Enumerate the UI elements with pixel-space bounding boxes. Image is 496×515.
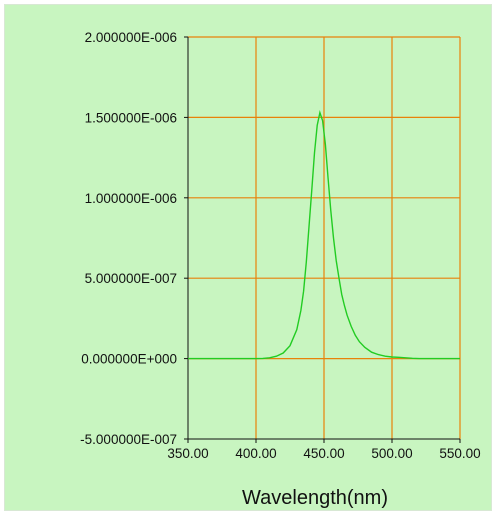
y-tick-label: 2.000000E-006	[85, 30, 177, 45]
y-tick-label: 1.500000E-006	[85, 110, 177, 125]
x-tick-label: 500.00	[371, 446, 412, 461]
y-tick-label: 0.000000E+000	[81, 352, 177, 367]
series-layer	[188, 109, 460, 360]
x-tick-label: 450.00	[303, 446, 344, 461]
x-tick-label: 350.00	[167, 446, 208, 461]
axis-layer	[184, 36, 461, 443]
grid-layer	[188, 36, 461, 439]
y-tick-label: -5.000000E-007	[80, 432, 177, 447]
label-layer: -5.000000E-007 0.000000E+000 5.000000E-007…	[80, 30, 480, 461]
spectrum-line	[188, 109, 460, 360]
spectrum-chart: -5.000000E-007 0.000000E+000 5.000000E-007…	[80, 30, 480, 509]
y-tick-label: 5.000000E-007	[85, 271, 177, 286]
x-axis-title: Wavelength(nm)	[242, 487, 388, 509]
x-tick-label: 400.00	[235, 446, 276, 461]
y-tick-label: 1.000000E-006	[85, 191, 177, 206]
x-tick-label: 550.00	[439, 446, 480, 461]
chart-panel: -5.000000E-007 0.000000E+000 5.000000E-007…	[4, 4, 492, 511]
